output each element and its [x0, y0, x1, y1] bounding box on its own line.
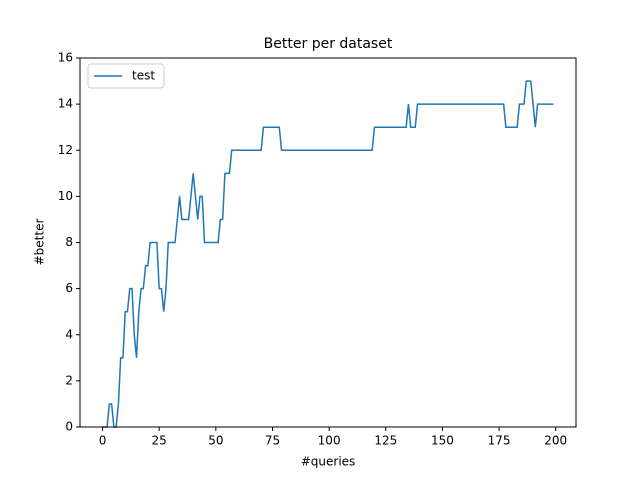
x-tick-label: 125	[374, 434, 397, 448]
legend-label: test	[132, 69, 155, 83]
y-tick-label: 0	[65, 420, 73, 434]
y-tick-label: 2	[65, 373, 73, 387]
x-tick-label: 75	[265, 434, 280, 448]
x-tick-label: 150	[431, 434, 454, 448]
line-series	[102, 80, 554, 428]
y-axis-label: #better	[33, 219, 47, 266]
plot-frame	[79, 57, 577, 428]
x-tick-label: 50	[208, 434, 223, 448]
y-tick-label: 10	[58, 189, 73, 203]
y-tick-label: 16	[58, 51, 73, 65]
legend-box	[87, 63, 165, 89]
x-tick-label: 175	[488, 434, 511, 448]
y-tick-label: 14	[58, 97, 73, 111]
y-tick-label: 6	[65, 281, 73, 295]
x-axis-label: #queries	[301, 455, 356, 469]
y-tick-label: 8	[65, 235, 73, 249]
chart-title: Better per dataset	[264, 36, 393, 52]
x-tick-label: 200	[544, 434, 567, 448]
y-tick-label: 4	[65, 327, 73, 341]
x-tick-label: 25	[152, 434, 167, 448]
y-tick-label: 12	[58, 143, 73, 157]
x-tick-label: 0	[99, 434, 107, 448]
x-tick-label: 100	[318, 434, 341, 448]
